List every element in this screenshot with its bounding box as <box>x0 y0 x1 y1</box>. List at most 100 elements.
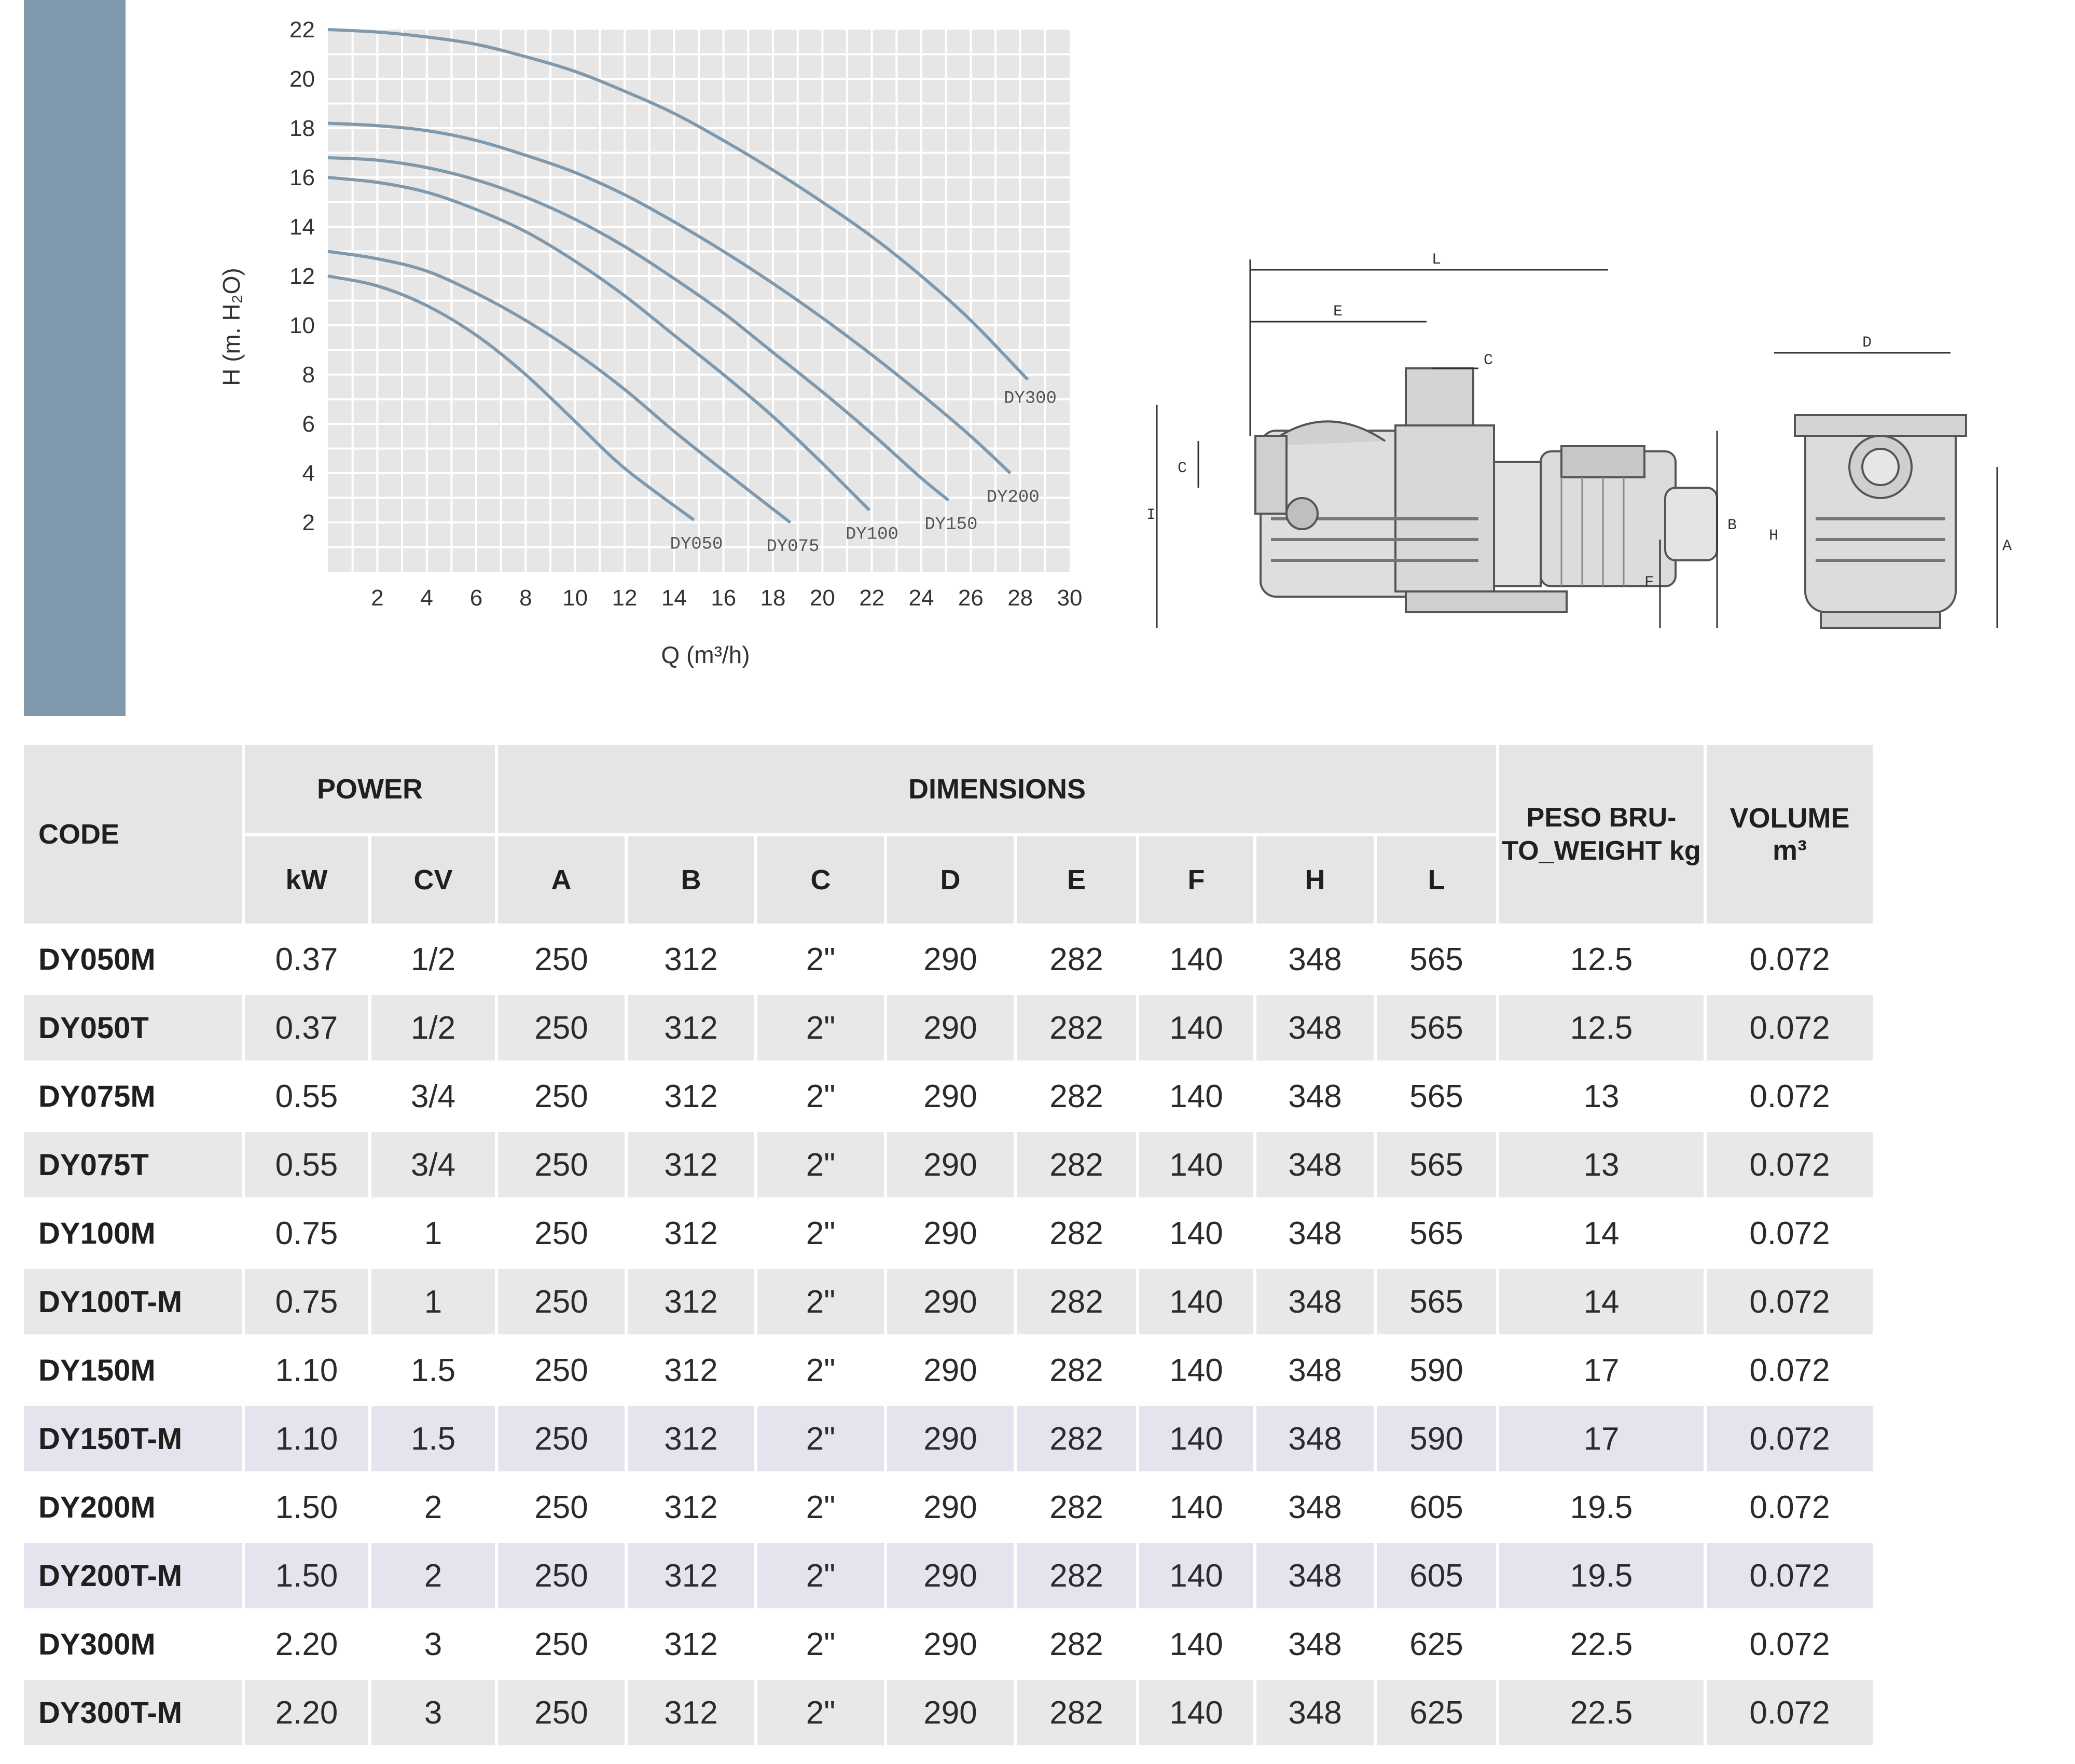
cell-c: 2" <box>757 1471 884 1540</box>
table-row: DY075M 0.55 3/4 250 312 2" 290 282 140 348 565 13 0.… <box>24 1060 1873 1129</box>
curve-dy075 <box>327 250 792 524</box>
cell-c: 2" <box>757 1197 884 1266</box>
cell-a: 250 <box>498 1608 625 1677</box>
front-dimension-labels: D A <box>1862 334 2012 555</box>
table-row: DY200M 1.50 2 250 312 2" 290 282 140 348 605 19.5 0.… <box>24 1471 1873 1540</box>
curve-dy200 <box>327 121 1012 475</box>
cell-e: 282 <box>1017 1677 1136 1745</box>
cell-b: 312 <box>628 1060 754 1129</box>
x-tick-label: 20 <box>810 585 835 611</box>
cell-d: 290 <box>887 1608 1014 1677</box>
cell-d: 290 <box>887 924 1014 992</box>
cell-volume: 0.072 <box>1707 1266 1873 1334</box>
cell-l: 625 <box>1377 1608 1496 1677</box>
cell-d: 290 <box>887 992 1014 1060</box>
cell-f: 140 <box>1139 1129 1253 1197</box>
cell-f: 140 <box>1139 1608 1253 1677</box>
cell-h: 348 <box>1256 924 1374 992</box>
cell-e: 282 <box>1017 1197 1136 1266</box>
cell-l: 590 <box>1377 1403 1496 1471</box>
table-row: DY050M 0.37 1/2 250 312 2" 290 282 140 348 565 12.5… <box>24 924 1873 992</box>
cell-l: 605 <box>1377 1471 1496 1540</box>
cell-code: DY300M <box>24 1608 242 1677</box>
dim-label-c-left: C <box>1178 460 1187 477</box>
cell-l: 565 <box>1377 1060 1496 1129</box>
cell-c: 2" <box>757 1540 884 1608</box>
cell-b: 312 <box>628 1266 754 1334</box>
cell-h: 348 <box>1256 1540 1374 1608</box>
cell-b: 312 <box>628 1334 754 1403</box>
cell-e: 282 <box>1017 1608 1136 1677</box>
cell-e: 282 <box>1017 992 1136 1060</box>
cell-h: 348 <box>1256 1060 1374 1129</box>
cell-f: 140 <box>1139 1266 1253 1334</box>
cell-kw: 0.37 <box>245 924 368 992</box>
x-tick-label: 14 <box>661 585 687 611</box>
side-accent-bar <box>24 0 126 716</box>
curve-label-dy075: DY075 <box>766 537 819 557</box>
cell-h: 348 <box>1256 1129 1374 1197</box>
cell-weight: 14 <box>1499 1266 1704 1334</box>
x-tick-label: 30 <box>1057 585 1083 611</box>
table-row: DY100T-M 0.75 1 250 312 2" 290 282 140 348 565 14 0.… <box>24 1266 1873 1334</box>
dim-label-c-top: C <box>1484 352 1493 369</box>
front-dimension-lines <box>1774 352 1998 628</box>
cell-weight: 13 <box>1499 1129 1704 1197</box>
grid-lines <box>328 30 1070 572</box>
cell-e: 282 <box>1017 1471 1136 1540</box>
cell-kw: 1.10 <box>245 1334 368 1403</box>
y-tick-label: 18 <box>289 116 315 141</box>
pump-side-view <box>1254 367 1718 613</box>
header-l: L <box>1377 833 1496 924</box>
cell-weight: 14 <box>1499 1197 1704 1266</box>
cell-weight: 19.5 <box>1499 1540 1704 1608</box>
x-tick-label: 10 <box>562 585 588 611</box>
cell-code: DY200T-M <box>24 1540 242 1608</box>
cell-kw: 0.55 <box>245 1060 368 1129</box>
cell-l: 605 <box>1377 1540 1496 1608</box>
header-volume: VOLUME m³ <box>1707 745 1873 924</box>
cell-l: 590 <box>1377 1334 1496 1403</box>
dim-label-i: I <box>1146 506 1156 524</box>
curve-label-dy150: DY150 <box>924 515 977 534</box>
cell-weight: 13 <box>1499 1060 1704 1129</box>
x-tick-label: 24 <box>909 585 934 611</box>
cell-c: 2" <box>757 1266 884 1334</box>
cell-b: 312 <box>628 1197 754 1266</box>
cell-l: 565 <box>1377 1266 1496 1334</box>
cell-a: 250 <box>498 1471 625 1540</box>
x-tick-label: 16 <box>711 585 736 611</box>
performance-chart: 2 4 6 8 10 12 14 16 18 20 22 24 26 28 30 2 4 6 8 10 12 14 16 18… <box>197 0 1110 695</box>
cell-b: 312 <box>628 1540 754 1608</box>
cell-weight: 12.5 <box>1499 924 1704 992</box>
curve-dy100 <box>327 176 871 512</box>
cell-e: 282 <box>1017 1334 1136 1403</box>
curve-dy050 <box>327 274 695 521</box>
x-tick-label: 8 <box>519 585 532 611</box>
cell-b: 312 <box>628 992 754 1060</box>
cell-weight: 22.5 <box>1499 1677 1704 1745</box>
cell-volume: 0.072 <box>1707 1471 1873 1540</box>
dim-label-a: A <box>2002 538 2012 555</box>
dim-label-h: H <box>1769 527 1778 545</box>
cell-c: 2" <box>757 924 884 992</box>
header-kw: kW <box>245 833 368 924</box>
cell-b: 312 <box>628 1129 754 1197</box>
cell-volume: 0.072 <box>1707 1608 1873 1677</box>
header-code: CODE <box>24 745 242 924</box>
dim-label-l: L <box>1432 251 1441 269</box>
table-row: DY300M 2.20 3 250 312 2" 290 282 140 348 625 22.5 0.… <box>24 1608 1873 1677</box>
y-tick-label: 22 <box>289 17 315 43</box>
cell-code: DY100T-M <box>24 1266 242 1334</box>
cell-f: 140 <box>1139 1677 1253 1745</box>
pump-dimension-drawings: L E C C I B F H D A <box>1115 228 2018 643</box>
y-tick-label: 6 <box>302 411 315 437</box>
cell-d: 290 <box>887 1540 1014 1608</box>
cell-code: DY075T <box>24 1129 242 1197</box>
cell-cv: 1.5 <box>371 1403 495 1471</box>
cell-weight: 17 <box>1499 1334 1704 1403</box>
cell-cv: 2 <box>371 1540 495 1608</box>
cell-h: 348 <box>1256 1197 1374 1266</box>
cell-c: 2" <box>757 1060 884 1129</box>
side-dimension-lines <box>1156 259 1718 628</box>
